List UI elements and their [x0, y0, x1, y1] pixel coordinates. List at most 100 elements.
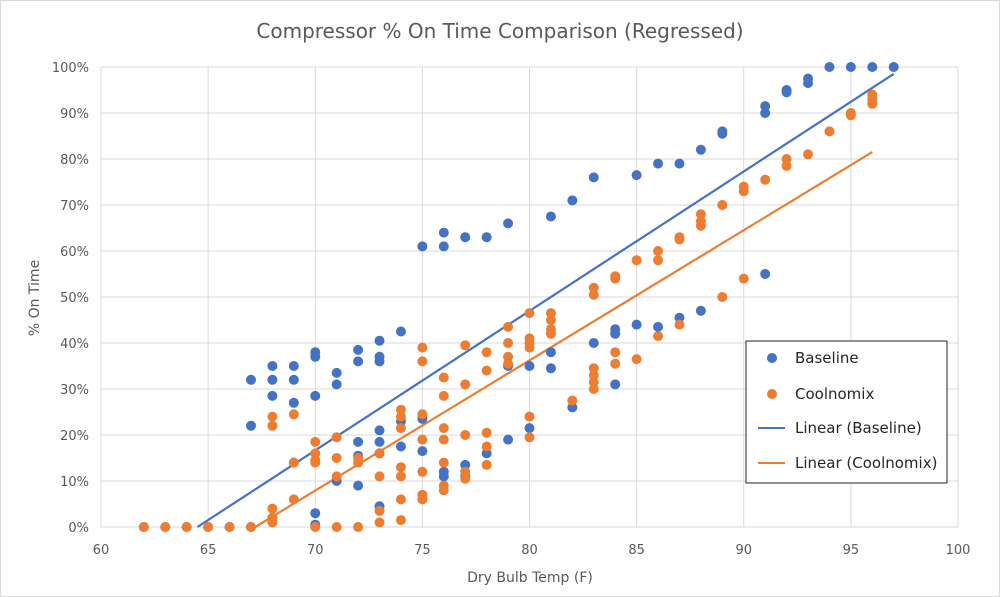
point-coolnomix [545, 328, 556, 339]
point-coolnomix [310, 436, 321, 447]
point-baseline [331, 379, 342, 390]
point-coolnomix [395, 404, 406, 415]
point-coolnomix [438, 485, 449, 496]
point-baseline [524, 423, 535, 434]
point-baseline [803, 78, 814, 89]
point-coolnomix [331, 453, 342, 463]
point-coolnomix [438, 434, 449, 445]
point-coolnomix [503, 351, 514, 362]
point-coolnomix [395, 462, 406, 473]
point-coolnomix [545, 308, 556, 319]
point-baseline [888, 62, 899, 72]
x-tick-label: 70 [307, 543, 324, 558]
y-tick-label: 20% [60, 429, 89, 444]
point-coolnomix [503, 358, 514, 369]
point-baseline [717, 128, 728, 139]
point-coolnomix [867, 98, 878, 109]
point-coolnomix [417, 342, 428, 353]
point-coolnomix [245, 522, 256, 532]
point-baseline [695, 305, 706, 316]
point-coolnomix [845, 110, 856, 121]
point-coolnomix [203, 522, 214, 532]
point-baseline [674, 312, 685, 323]
point-baseline [438, 241, 449, 252]
point-coolnomix [395, 515, 406, 526]
point-baseline [481, 232, 492, 243]
point-baseline [288, 374, 299, 385]
point-coolnomix [610, 273, 621, 284]
point-coolnomix [481, 441, 492, 452]
point-coolnomix [481, 347, 492, 358]
point-coolnomix [738, 186, 749, 197]
point-coolnomix [610, 347, 621, 358]
point-coolnomix [610, 358, 621, 369]
x-tick-label: 75 [414, 543, 431, 558]
point-coolnomix [545, 315, 556, 325]
point-baseline [374, 425, 385, 436]
x-tick-label: 80 [521, 543, 538, 558]
point-coolnomix [695, 209, 706, 220]
point-baseline [438, 471, 449, 482]
point-coolnomix [824, 126, 835, 137]
point-coolnomix [438, 457, 449, 468]
point-baseline [288, 361, 299, 371]
legend-label-coolnomix: Coolnomix [795, 385, 874, 403]
point-baseline [760, 101, 771, 112]
point-baseline [395, 441, 406, 452]
point-baseline [245, 420, 256, 431]
point-coolnomix [460, 430, 471, 440]
point-coolnomix [695, 220, 706, 231]
point-coolnomix [395, 411, 406, 422]
point-baseline [588, 338, 599, 348]
point-baseline [438, 227, 449, 238]
point-coolnomix [438, 390, 449, 401]
point-coolnomix [417, 466, 428, 477]
point-coolnomix [481, 459, 492, 470]
point-coolnomix [653, 255, 664, 266]
point-baseline [374, 335, 385, 346]
legend-label-linear-coolnomix: Linear (Coolnomix) [795, 454, 937, 472]
point-coolnomix [224, 522, 235, 532]
point-coolnomix [760, 174, 771, 185]
point-coolnomix [267, 503, 278, 514]
point-coolnomix [460, 473, 471, 484]
point-coolnomix [417, 356, 428, 367]
point-baseline [353, 356, 364, 367]
y-axis-ticks: 0% 10% 20% 30% 40% 50% 60% 70% 80% 90% 100% [52, 61, 89, 536]
point-coolnomix [588, 289, 599, 300]
legend: Baseline Coolnomix Linear (Baseline) Lin… [745, 340, 948, 484]
point-coolnomix [395, 494, 406, 505]
point-baseline [760, 269, 771, 279]
point-coolnomix [717, 200, 728, 210]
point-coolnomix [288, 409, 299, 420]
point-baseline [331, 367, 342, 378]
point-baseline [653, 321, 664, 332]
y-tick-label: 30% [60, 383, 89, 398]
point-baseline [824, 62, 835, 72]
point-baseline [545, 363, 556, 374]
point-coolnomix [331, 522, 342, 532]
y-tick-label: 40% [60, 337, 89, 352]
y-tick-label: 70% [60, 199, 89, 214]
point-coolnomix [481, 365, 492, 376]
point-coolnomix [417, 409, 428, 420]
point-coolnomix [631, 354, 642, 365]
point-coolnomix [781, 154, 792, 164]
point-coolnomix [588, 363, 599, 374]
point-baseline [417, 446, 428, 457]
point-coolnomix [374, 505, 385, 516]
point-baseline [867, 62, 878, 72]
point-baseline [481, 448, 492, 459]
x-axis-title: Dry Bulb Temp (F) [467, 570, 593, 586]
point-baseline [374, 436, 385, 447]
point-baseline [781, 87, 792, 98]
point-baseline [310, 351, 321, 362]
point-baseline [417, 241, 428, 252]
point-coolnomix [460, 466, 471, 477]
point-coolnomix [374, 471, 385, 482]
legend-marker-coolnomix [767, 389, 777, 399]
legend-label-linear-baseline: Linear (Baseline) [795, 419, 922, 437]
point-coolnomix [331, 471, 342, 482]
x-tick-label: 65 [200, 543, 217, 558]
